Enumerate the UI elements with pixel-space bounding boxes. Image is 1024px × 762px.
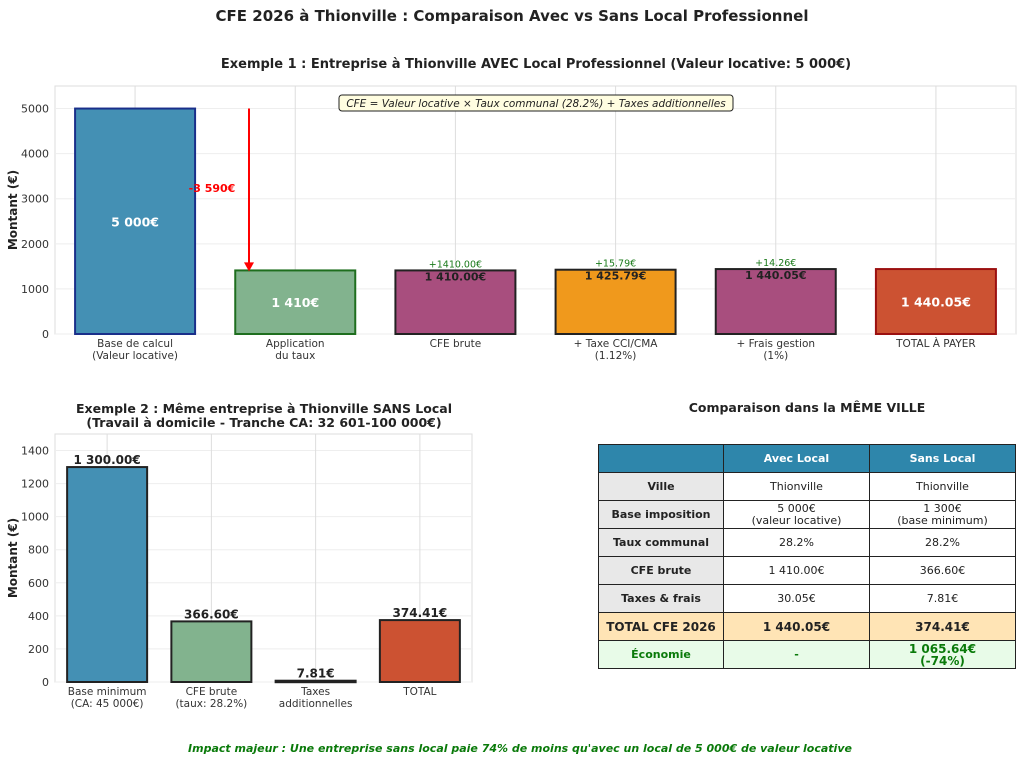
x-tick-label: + Taxe CCI/CMA (1.12%) [574,338,659,362]
chart-title: Exemple 2 : Même entreprise à Thionville… [76,401,452,430]
table-cell: 366.60€ [869,556,1016,585]
table-cell: - [723,640,870,669]
table-cell: Thionville [869,472,1016,501]
y-tick-label: 1400 [21,445,49,458]
bar [66,466,149,684]
y-tick-label: 1000 [21,511,49,524]
y-tick-label: 3000 [21,193,49,206]
x-tick-label: Taxes additionnelles [279,686,353,710]
y-tick-label: 0 [42,676,49,689]
bar-value-label: 1 410.00€ [425,270,487,283]
table-cell: 7.81€ [869,584,1016,613]
bar-value-label: 1 425.79€ [585,270,647,283]
table-title: Comparaison dans la MÊME VILLE [689,400,926,415]
plot-area [54,85,1017,335]
formula-box [338,94,734,112]
table-row: TOTAL CFE 2026 1 440.05€ 374.41€ [598,612,1016,641]
x-tick-label: Base minimum (CA: 45 000€) [68,686,147,710]
table-cell: 1 300€ (base minimum) [869,500,1016,529]
bar-value-label: 5 000€ [111,214,159,229]
increment-label: +15.79€ [595,259,636,270]
bar-value-label: 1 440.05€ [901,295,971,310]
bar [554,268,677,336]
bar-value-label: 7.81€ [297,667,335,681]
chart-example-2: Exemple 2 : Même entreprise à Thionville… [6,401,473,710]
table-cell [598,444,724,473]
y-tick-label: 4000 [21,148,49,161]
table-cell: 28.2% [869,528,1016,557]
bar [74,107,197,335]
bar-value-label: 374.41€ [393,606,448,620]
arrow-label: -3 590€ [189,182,236,195]
table-cell: Économie [598,640,724,669]
x-tick-label: TOTAL À PAYER [895,337,976,350]
y-tick-label: 1200 [21,478,49,491]
bar [274,679,357,684]
table-cell: CFE brute [598,556,724,585]
y-tick-label: 1000 [21,283,49,296]
x-tick-label: + Frais gestion (1%) [736,338,815,362]
table-cell: 5 000€ (valeur locative) [723,500,870,529]
table-cell: Taux communal [598,528,724,557]
table-cell: 28.2% [723,528,870,557]
bar [170,620,253,683]
chart-title: Exemple 1 : Entreprise à Thionville AVEC… [221,57,851,72]
table-cell: 374.41€ [869,612,1016,641]
table-cell: 1 410.00€ [723,556,870,585]
x-tick-label: CFE brute (taux: 28.2%) [175,686,247,710]
table-cell: Base imposition [598,500,724,529]
increment-label: +14.26€ [755,258,796,269]
increment-label: +1410.00€ [429,259,482,270]
table-cell: 1 440.05€ [723,612,870,641]
y-tick-label: 2000 [21,238,49,251]
bar [234,269,357,335]
y-axis-label: Montant (€) [6,170,20,250]
x-tick-label: Base de calcul (Valeur locative) [92,338,178,362]
footer-note: Impact majeur : Une entreprise sans loca… [188,742,852,755]
formula-text: CFE = Valeur locative × Taux communal (2… [346,98,726,110]
table-row: CFE brute 1 410.00€ 366.60€ [598,556,1016,585]
table-header-row: Avec Local Sans Local [598,444,1016,473]
bar-value-label: 1 440.05€ [745,269,807,282]
table-cell: 1 065.64€ (-74%) [869,640,1016,669]
table-row: Base imposition 5 000€ (valeur locative) 1 … [598,500,1016,529]
bar-value-label: 1 410€ [271,295,319,310]
suptitle: CFE 2026 à Thionville : Comparaison Avec… [216,7,809,25]
table-row: Taxes & frais 30.05€ 7.81€ [598,584,1016,613]
y-tick-label: 0 [42,328,49,341]
x-tick-label: Application du taux [266,338,325,362]
y-axis-label: Montant (€) [6,518,20,598]
bar [714,268,837,335]
bar-value-label: 366.60€ [184,607,239,621]
table-cell: TOTAL CFE 2026 [598,612,724,641]
table-row: Économie -1 065.64€ (-74%) [598,640,1016,669]
table-row: Taux communal 28.2% 28.2% [598,528,1016,557]
x-tick-label: TOTAL [402,686,436,698]
table-cell: Thionville [723,472,870,501]
bar [874,268,997,335]
arrow-head-icon [244,262,254,272]
x-tick-label: CFE brute [430,338,482,350]
chart-example-1: Exemple 1 : Entreprise à Thionville AVEC… [6,57,1017,362]
y-tick-label: 800 [28,544,49,557]
table-cell: Ville [598,472,724,501]
comparison-table: Avec Local Sans Local Ville Thionville Thion… [598,444,1016,669]
y-tick-label: 200 [28,643,49,656]
bar [378,619,461,683]
table-cell: Taxes & frais [598,584,724,613]
bar [394,269,517,335]
table-row: Ville Thionville Thionville [598,472,1016,501]
y-tick-label: 5000 [21,103,49,116]
table-cell: Avec Local [723,444,870,473]
table-cell: 30.05€ [723,584,870,613]
table-cell: Sans Local [869,444,1016,473]
bar-value-label: 1 300.00€ [74,453,141,467]
y-tick-label: 400 [28,610,49,623]
y-tick-label: 600 [28,577,49,590]
